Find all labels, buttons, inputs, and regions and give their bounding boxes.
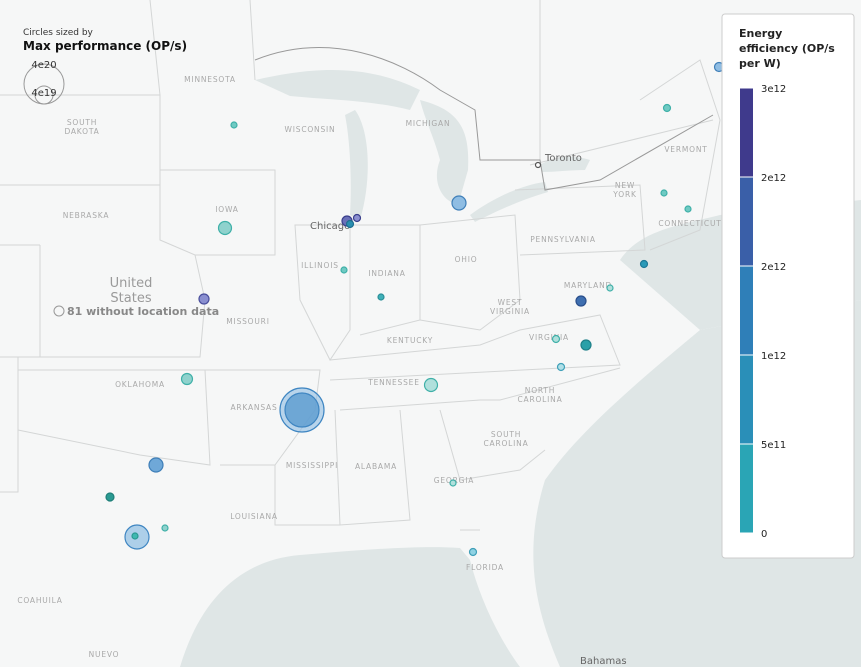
legend-label: 0: [761, 529, 767, 540]
state-label: MINNESOTA: [184, 75, 236, 84]
state-label: DAKOTA: [64, 127, 99, 136]
state-label: MICHIGAN: [406, 119, 451, 128]
site: [180, 372, 194, 386]
site: [377, 293, 385, 301]
state-label: OKLAHOMA: [115, 380, 165, 389]
legend-label: 2e12: [761, 173, 786, 184]
state-label: YORK: [612, 190, 637, 199]
state-label: VIRGINIA: [529, 333, 569, 342]
size-legend: Circles sized by Max performance (OP/s) …: [23, 28, 187, 105]
sites: [105, 61, 725, 557]
site: [352, 213, 362, 223]
site: [606, 284, 614, 292]
state-label: MARYLAND: [564, 281, 612, 290]
site: [575, 295, 587, 307]
site: [662, 103, 672, 113]
state-label: SOUTH: [491, 430, 521, 439]
legend-label: 3e12: [761, 84, 786, 95]
state-label: MISSISSIPPI: [286, 461, 338, 470]
site: [580, 339, 592, 351]
site: [556, 362, 566, 372]
color-step: [740, 177, 753, 266]
state-label: OHIO: [455, 255, 478, 264]
size-label: 4e19: [31, 88, 56, 99]
state-label: ALABAMA: [355, 462, 397, 471]
color-step: [740, 266, 753, 355]
state-label: COAHUILA: [17, 596, 62, 605]
state-label: LOUISIANA: [230, 512, 278, 521]
legend-box: [721, 13, 855, 559]
site: [449, 479, 457, 487]
site: [284, 392, 320, 428]
size-circle: [34, 85, 54, 105]
state-label: TENNESSEE: [367, 378, 419, 387]
site: [198, 293, 210, 305]
city-label: Bahamas: [580, 656, 627, 667]
state-label: IOWA: [215, 205, 239, 214]
color-legend: Energy efficiency (OP/s per W) 3e12 2e12 2…: [721, 13, 855, 559]
state-label: CAROLINA: [483, 439, 528, 448]
city-label: Chicago: [310, 221, 350, 232]
site: [468, 547, 478, 557]
site: [131, 532, 139, 540]
size-title: Max performance (OP/s): [23, 39, 187, 53]
size-caption: Circles sized by: [23, 28, 94, 38]
country-label: United: [110, 276, 153, 291]
legend-title: efficiency (OP/s: [739, 42, 835, 55]
state-label: VERMONT: [664, 145, 707, 154]
site: [684, 205, 692, 213]
city-label: Toronto: [544, 153, 582, 164]
site: [551, 334, 561, 344]
site: [534, 161, 542, 169]
site: [161, 524, 169, 532]
legend-title: Energy: [739, 27, 782, 40]
state-label: INDIANA: [368, 269, 405, 278]
color-step: [740, 444, 753, 533]
no-location-icon: [53, 305, 65, 317]
state-label: ARKANSAS: [230, 403, 277, 412]
site: [345, 219, 355, 229]
legend-label: 2e12: [761, 262, 786, 273]
state-label: NEW: [615, 181, 635, 190]
country-label: States: [110, 291, 151, 306]
state-label: NEBRASKA: [63, 211, 110, 220]
legend-label: 5e11: [761, 440, 786, 451]
site: [148, 457, 164, 473]
color-step: [740, 355, 753, 444]
state-label: NORTH: [525, 386, 555, 395]
state-label: CONNECTICUT: [658, 219, 721, 228]
legend-label: 1e12: [761, 351, 786, 362]
state-label: WEST: [498, 298, 523, 307]
state-label: PENNSYLVANIA: [530, 235, 596, 244]
site: [660, 189, 668, 197]
state-label: WISCONSIN: [285, 125, 336, 134]
state-label: FLORIDA: [466, 563, 504, 572]
state-label: SOUTH: [67, 118, 97, 127]
no-location-label: 81 without location data: [67, 305, 219, 318]
legend-title: per W): [739, 57, 781, 70]
site: [451, 195, 467, 211]
color-step: [740, 88, 753, 177]
site: [230, 121, 238, 129]
site: [105, 492, 115, 502]
site: [217, 220, 233, 236]
state-label: NUEVO: [89, 650, 120, 659]
site: [423, 377, 439, 393]
state-label: KENTUCKY: [387, 336, 433, 345]
state-label: VIRGINIA: [490, 307, 530, 316]
site: [639, 259, 649, 269]
site: [340, 266, 348, 274]
state-label: MISSOURI: [226, 317, 269, 326]
state-label: CAROLINA: [517, 395, 562, 404]
size-label: 4e20: [31, 60, 56, 71]
state-label: ILLINOIS: [301, 261, 339, 270]
